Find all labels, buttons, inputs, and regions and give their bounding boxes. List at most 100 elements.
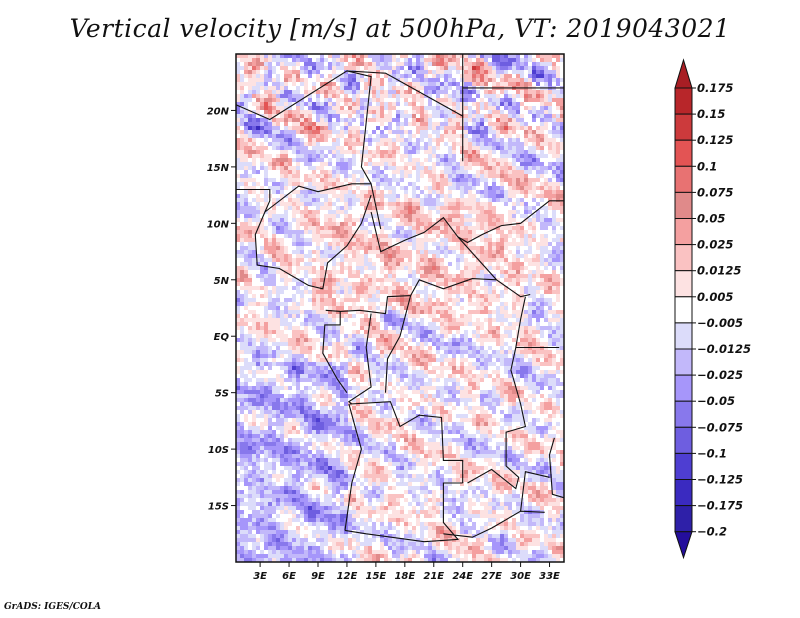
field-cell [296, 94, 300, 98]
field-cell [448, 238, 452, 242]
field-cell [440, 242, 444, 246]
field-cell [240, 246, 244, 250]
field-cell [496, 202, 500, 206]
field-cell [516, 170, 520, 174]
field-cell [560, 190, 564, 194]
field-cell [560, 138, 564, 142]
field-cell [500, 234, 504, 238]
field-cell [288, 122, 292, 126]
field-cell [540, 82, 544, 86]
field-cell [360, 54, 364, 58]
field-cell [556, 226, 560, 230]
field-cell [432, 70, 436, 74]
field-cell [280, 286, 284, 290]
field-cell [288, 182, 292, 186]
field-cell [284, 94, 288, 98]
field-cell [448, 174, 452, 178]
field-cell [268, 234, 272, 238]
field-cell [264, 202, 268, 206]
field-cell [388, 290, 392, 294]
field-cell [316, 90, 320, 94]
field-cell [524, 286, 528, 290]
field-cell [324, 122, 328, 126]
field-cell [260, 166, 264, 170]
field-cell [464, 190, 468, 194]
field-cell [408, 222, 412, 226]
field-cell [464, 246, 468, 250]
field-cell [436, 270, 440, 274]
field-cell [516, 98, 520, 102]
field-cell [440, 178, 444, 182]
field-cell [336, 182, 340, 186]
field-cell [400, 190, 404, 194]
field-cell [264, 214, 268, 218]
field-cell [344, 254, 348, 258]
field-cell [340, 138, 344, 142]
field-cell [276, 94, 280, 98]
field-cell [400, 94, 404, 98]
field-cell [528, 250, 532, 254]
field-cell [428, 98, 432, 102]
field-cell [524, 226, 528, 230]
field-cell [380, 206, 384, 210]
field-cell [404, 110, 408, 114]
field-cell [292, 286, 296, 290]
field-cell [300, 70, 304, 74]
field-cell [388, 210, 392, 214]
field-cell [348, 142, 352, 146]
field-cell [544, 242, 548, 246]
field-cell [480, 170, 484, 174]
field-cell [304, 270, 308, 274]
field-cell [436, 162, 440, 166]
field-cell [412, 238, 416, 242]
field-cell [348, 150, 352, 154]
field-cell [240, 190, 244, 194]
field-cell [428, 230, 432, 234]
field-cell [428, 110, 432, 114]
field-cell [356, 106, 360, 110]
field-cell [248, 234, 252, 238]
field-cell [332, 222, 336, 226]
field-cell [432, 110, 436, 114]
field-cell [500, 250, 504, 254]
field-cell [400, 202, 404, 206]
field-cell [364, 162, 368, 166]
field-cell [404, 174, 408, 178]
field-cell [352, 158, 356, 162]
field-cell [368, 110, 372, 114]
field-cell [356, 198, 360, 202]
field-cell [256, 230, 260, 234]
field-cell [536, 150, 540, 154]
field-cell [500, 102, 504, 106]
field-cell [344, 294, 348, 298]
field-cell [336, 286, 340, 290]
field-cell [392, 114, 396, 118]
field-cell [240, 86, 244, 90]
field-cell [408, 70, 412, 74]
field-cell [248, 126, 252, 130]
field-cell [520, 130, 524, 134]
field-cell [380, 86, 384, 90]
field-cell [412, 250, 416, 254]
field-cell [556, 94, 560, 98]
field-cell [424, 154, 428, 158]
field-cell [488, 230, 492, 234]
field-cell [452, 286, 456, 290]
field-cell [388, 162, 392, 166]
field-cell [476, 130, 480, 134]
field-cell [348, 258, 352, 262]
field-cell [488, 142, 492, 146]
field-cell [312, 66, 316, 70]
field-cell [460, 290, 464, 294]
field-cell [364, 90, 368, 94]
field-cell [284, 134, 288, 138]
field-cell [248, 134, 252, 138]
field-cell [444, 190, 448, 194]
field-cell [480, 202, 484, 206]
field-cell [332, 146, 336, 150]
field-cell [464, 234, 468, 238]
field-cell [376, 194, 380, 198]
field-cell [332, 238, 336, 242]
field-cell [248, 270, 252, 274]
field-cell [512, 250, 516, 254]
